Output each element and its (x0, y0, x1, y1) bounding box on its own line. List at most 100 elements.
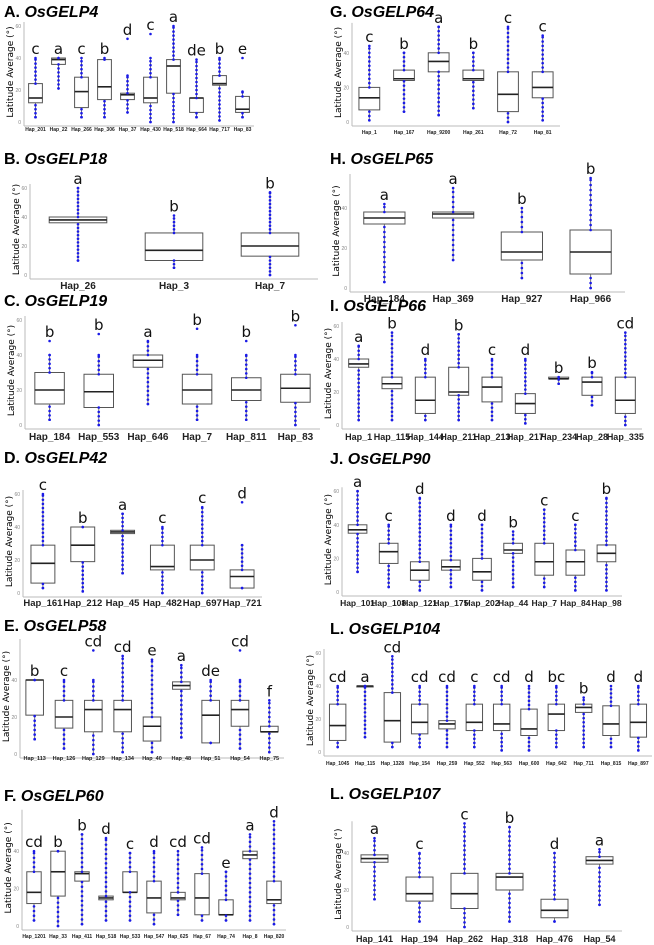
box (427, 52, 450, 73)
data-point (582, 721, 585, 724)
data-point (473, 702, 476, 706)
data-point (390, 414, 394, 418)
x-tick-label: Hap_411 (72, 934, 93, 940)
data-point (32, 856, 36, 860)
data-point (240, 586, 244, 590)
data-point (172, 112, 175, 116)
data-point (506, 25, 510, 29)
gene-name: OsGELP64 (351, 4, 434, 21)
panel-letter: A. (4, 4, 24, 21)
data-point (336, 702, 339, 706)
data-point (172, 120, 175, 124)
data-point (172, 116, 175, 120)
box (189, 544, 215, 571)
data-point (520, 210, 524, 214)
data-point (437, 79, 440, 82)
data-point (589, 178, 592, 182)
data-point (363, 698, 367, 702)
y-tick-label: 40 (333, 357, 339, 363)
data-point (424, 357, 427, 361)
data-point (146, 353, 150, 357)
data-point (172, 108, 175, 112)
data-point (81, 573, 85, 577)
data-point (152, 913, 156, 917)
data-point (294, 419, 297, 422)
significance-letter: b (469, 35, 479, 53)
data-point (121, 654, 124, 658)
data-point (97, 414, 101, 418)
significance-letter: b (77, 816, 87, 834)
data-point (356, 489, 359, 493)
data-point (150, 701, 154, 705)
data-point (336, 684, 339, 688)
data-point (437, 96, 440, 100)
data-point (542, 520, 546, 524)
x-tick-label: Hap_717 (209, 127, 230, 133)
data-point (176, 881, 180, 885)
data-point (457, 341, 460, 344)
data-point (161, 571, 164, 574)
data-point (224, 870, 228, 874)
x-tick-label: Hap_646 (127, 432, 169, 443)
data-point (268, 724, 271, 728)
data-point (97, 406, 101, 409)
data-point (97, 410, 101, 414)
data-point (356, 498, 359, 501)
data-point (527, 707, 531, 711)
data-point (437, 74, 440, 78)
significance-letter: b (505, 809, 515, 827)
data-point (506, 40, 510, 43)
data-point (80, 59, 83, 63)
data-point (248, 833, 252, 836)
x-tick-label: Hap_3 (159, 281, 189, 292)
data-point (589, 281, 592, 285)
data-point (582, 698, 585, 702)
data-point (80, 899, 84, 903)
data-point (424, 375, 427, 379)
data-point (34, 70, 37, 73)
significance-letter: a (434, 9, 443, 27)
data-point (637, 694, 640, 698)
data-point (402, 68, 406, 72)
data-point (598, 880, 601, 883)
data-point (553, 888, 556, 892)
data-point (624, 359, 627, 362)
data-point (451, 243, 455, 247)
data-point (589, 203, 592, 207)
data-point (104, 876, 108, 879)
data-point (268, 195, 272, 198)
data-point (357, 377, 360, 381)
box (410, 703, 429, 735)
data-point (268, 715, 271, 719)
box (497, 71, 519, 113)
data-point (490, 418, 494, 422)
x-tick-label: Hap_44 (498, 598, 529, 608)
data-point (180, 694, 183, 698)
y-tick-label: 60 (15, 24, 21, 30)
data-point (391, 691, 394, 694)
data-point (149, 71, 152, 75)
data-point (268, 217, 272, 220)
significance-letter: c (31, 40, 39, 58)
significance-letter: cd (383, 638, 401, 656)
data-point (508, 910, 511, 914)
data-point (32, 851, 36, 855)
panel-letter: B. (4, 151, 24, 168)
data-point (209, 699, 212, 702)
data-point (553, 874, 556, 878)
data-point (62, 699, 66, 702)
data-point (418, 861, 421, 865)
significance-letter: b (30, 662, 40, 680)
data-point (92, 649, 95, 652)
data-point (390, 367, 394, 371)
data-point (76, 248, 80, 251)
y-tick-label: 0 (336, 590, 339, 596)
data-point (104, 843, 108, 846)
